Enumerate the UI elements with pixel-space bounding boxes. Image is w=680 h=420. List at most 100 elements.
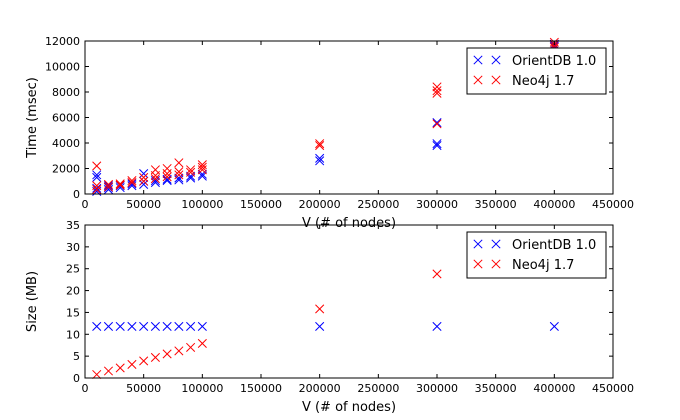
- data-point-1-2: [103, 321, 114, 331]
- data-point-2-12: [432, 269, 442, 279]
- data-point-1-11: [127, 179, 137, 189]
- data-point-1-25: [315, 156, 325, 166]
- data-point-2-26: [315, 140, 325, 151]
- data-point-2-10: [139, 176, 149, 186]
- data-point-1-13: [549, 321, 559, 331]
- x-tick-label: 200000: [299, 198, 341, 211]
- data-point-2-28: [432, 119, 442, 129]
- y-tick-label: 25: [66, 263, 80, 276]
- data-point-1-9: [186, 321, 196, 331]
- y-tick-label: 15: [66, 306, 80, 319]
- data-point-2-12: [150, 174, 160, 184]
- x-tick-label: 250000: [357, 198, 399, 211]
- data-point-1-22: [186, 171, 196, 181]
- y-axis-label: Time (msec): [25, 77, 40, 159]
- data-point-2-19: [174, 167, 184, 177]
- data-point-2-6: [150, 352, 160, 363]
- y-tick-label: 4000: [52, 137, 80, 150]
- data-point-2-1: [92, 184, 102, 195]
- data-point-2-7: [162, 349, 172, 359]
- data-point-1-3: [92, 170, 102, 180]
- data-point-2-3: [115, 363, 125, 373]
- y-tick-label: 2000: [52, 163, 80, 176]
- data-points: [92, 269, 559, 380]
- data-point-2-17: [162, 163, 172, 174]
- y-tick-label: 30: [66, 241, 80, 254]
- data-point-2-30: [432, 86, 442, 96]
- data-point-2-2: [92, 181, 102, 191]
- legend-label: OrientDB 1.0: [512, 238, 596, 253]
- data-point-1-8: [115, 183, 125, 193]
- y-tick-label: 6000: [52, 112, 80, 125]
- data-point-1-4: [127, 321, 137, 331]
- legend-box: [466, 47, 607, 95]
- legend-box: [466, 231, 607, 279]
- data-point-2-18: [174, 170, 184, 180]
- x-tick-label: 350000: [475, 198, 517, 211]
- data-point-1-23: [197, 171, 207, 181]
- chart-panel-1: 0 50000 100000 150000 200000 250000 300000 3500…: [25, 35, 634, 231]
- data-point-1-3: [115, 321, 125, 331]
- x-axis-label: V (# of nodes): [302, 400, 396, 415]
- x-tick-label: 250000: [357, 382, 399, 395]
- data-point-1-20: [174, 173, 184, 183]
- data-point-2-4: [103, 182, 114, 192]
- legend-marker-2-b: [491, 75, 501, 85]
- x-tick-label: 150000: [240, 198, 282, 211]
- data-point-1-10: [197, 321, 207, 331]
- data-point-2-24: [197, 162, 207, 172]
- data-point-2-10: [197, 338, 207, 349]
- data-point-1-2: [92, 183, 102, 193]
- x-tick-label: 150000: [240, 382, 282, 395]
- data-point-2-29: [432, 88, 442, 98]
- data-point-1-5: [139, 321, 149, 331]
- x-tick-label: 300000: [416, 198, 458, 211]
- x-tick-label: 450000: [592, 198, 634, 211]
- data-point-1-7: [103, 181, 114, 191]
- x-axis-label: V (# of nodes): [302, 216, 396, 231]
- x-tick-label: 50000: [126, 382, 161, 395]
- data-point-1-11: [315, 321, 325, 331]
- data-point-1-6: [150, 321, 160, 331]
- x-tick-label: 400000: [533, 382, 575, 395]
- data-point-1-4: [92, 172, 102, 182]
- data-point-1-1: [92, 321, 102, 331]
- x-tick-label: 300000: [416, 382, 458, 395]
- y-tick-label: 10000: [45, 61, 80, 74]
- x-axis: 0 50000 100000 150000 200000 250000 300000 3500…: [82, 41, 634, 211]
- data-point-1-15: [150, 177, 160, 188]
- data-point-2-3: [92, 161, 102, 171]
- data-point-1-24: [197, 169, 207, 179]
- legend: OrientDB 1.0 Neo4j 1.7: [466, 47, 607, 95]
- data-point-2-25: [197, 160, 207, 170]
- data-point-1-28: [432, 139, 442, 149]
- x-tick-label: 100000: [181, 198, 223, 211]
- data-point-2-14: [150, 165, 160, 175]
- data-point-2-15: [162, 172, 172, 182]
- data-point-1-8: [174, 321, 184, 331]
- y-tick-label: 20: [66, 285, 80, 298]
- data-point-2-2: [103, 366, 114, 376]
- data-point-2-5: [103, 179, 114, 189]
- y-tick-label: 35: [66, 219, 80, 232]
- legend-marker-1-b: [491, 239, 501, 249]
- x-tick-label: 400000: [533, 198, 575, 211]
- x-tick-label: 350000: [475, 382, 517, 395]
- y-tick-label: 12000: [45, 35, 80, 48]
- data-points: [92, 37, 559, 197]
- x-tick-label: 0: [82, 198, 89, 211]
- data-point-1-29: [432, 118, 442, 128]
- y-tick-label: 0: [73, 372, 80, 385]
- x-tick-label: 200000: [299, 382, 341, 395]
- legend-label: Neo4j 1.7: [512, 74, 574, 89]
- data-point-2-7: [115, 179, 125, 189]
- legend-label: Neo4j 1.7: [512, 258, 574, 273]
- y-axis: 0 2000 4000 6000 8000 10000 12000: [45, 35, 613, 201]
- x-tick-label: 100000: [181, 382, 223, 395]
- data-point-2-20: [174, 158, 184, 168]
- data-point-1-17: [162, 176, 172, 186]
- plot-frame: [84, 224, 614, 379]
- x-tick-label: 0: [82, 382, 89, 395]
- legend-marker-1: [473, 239, 483, 249]
